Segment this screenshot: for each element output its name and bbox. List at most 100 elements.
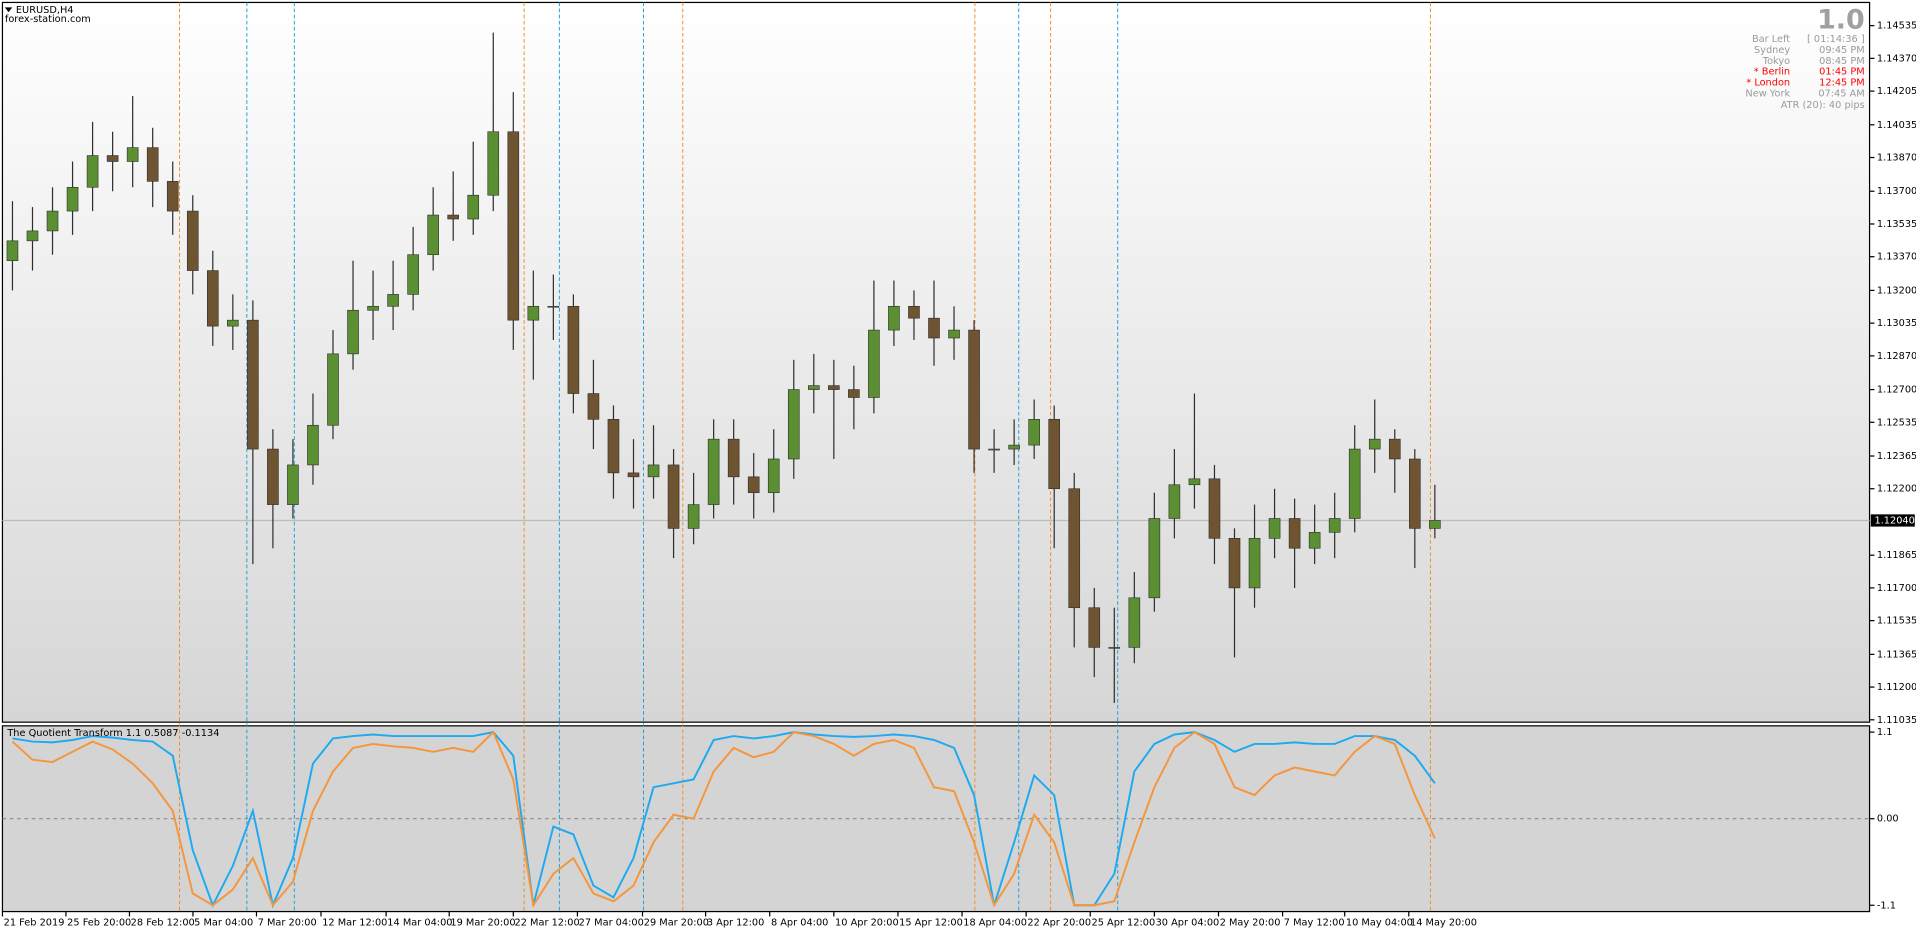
y-tick-label: 1.13370 bbox=[1877, 252, 1916, 263]
candle-body bbox=[1328, 518, 1341, 533]
candle-body bbox=[527, 305, 540, 321]
candle-body bbox=[86, 155, 99, 188]
panel-label: Sydney bbox=[1754, 45, 1790, 56]
panel-value: 08:45 PM bbox=[1819, 56, 1865, 67]
candle-body bbox=[387, 294, 399, 307]
candle-body bbox=[787, 389, 800, 460]
x-tick-label: 29 Mar 20:00 bbox=[644, 918, 709, 929]
x-tick-label: 7 Mar 20:00 bbox=[258, 918, 317, 929]
candle-body bbox=[547, 305, 560, 308]
candle-body bbox=[1308, 532, 1321, 549]
candle-body bbox=[627, 472, 640, 478]
candle-body bbox=[1128, 597, 1141, 648]
candle-body bbox=[1148, 518, 1161, 599]
candle-body bbox=[607, 419, 620, 474]
candle-body bbox=[988, 448, 1000, 451]
candle-body bbox=[6, 240, 19, 261]
y-tick-label: 1.13200 bbox=[1877, 285, 1916, 296]
current-price-box bbox=[1870, 514, 1915, 527]
x-tick-label: 14 Mar 04:00 bbox=[387, 918, 452, 929]
y-tick-label: 1.11535 bbox=[1877, 616, 1916, 627]
y-tick-label: 1.12700 bbox=[1877, 385, 1916, 396]
candle-body bbox=[767, 458, 780, 494]
y-tick-label: 1.11700 bbox=[1877, 583, 1916, 594]
candle-body bbox=[227, 319, 239, 327]
source-label: forex-station.com bbox=[5, 14, 91, 25]
candle-body bbox=[1348, 448, 1361, 519]
panel-value: 01:45 PM bbox=[1819, 67, 1865, 78]
y-tick-label: 1.12200 bbox=[1877, 484, 1916, 495]
y-tick-label: 1.12535 bbox=[1877, 417, 1916, 428]
panel-label: New York bbox=[1745, 88, 1790, 99]
x-tick-label: 14 May 20:00 bbox=[1410, 918, 1477, 929]
panel-label: Tokyo bbox=[1762, 56, 1790, 67]
menu-arrow[interactable] bbox=[4, 7, 13, 13]
x-tick-label: 22 Apr 20:00 bbox=[1027, 918, 1091, 929]
candle-body bbox=[487, 131, 500, 196]
panel-value: [ 01:14:36 ] bbox=[1807, 34, 1865, 45]
x-tick-label: 18 Apr 04:00 bbox=[963, 918, 1027, 929]
candle-body bbox=[206, 270, 219, 327]
candle-body bbox=[948, 329, 960, 339]
candle-body bbox=[1409, 458, 1421, 529]
candle-body bbox=[1028, 419, 1040, 446]
candle-body bbox=[1368, 438, 1381, 450]
candle-body bbox=[567, 305, 580, 394]
y-tick-label: 1.14370 bbox=[1877, 53, 1916, 64]
y-tick-label: 1.14535 bbox=[1877, 21, 1916, 32]
x-tick-label: 27 Mar 04:00 bbox=[579, 918, 644, 929]
y-tick-label: 1.13035 bbox=[1877, 318, 1916, 329]
x-tick-label: 7 May 12:00 bbox=[1284, 918, 1345, 929]
candle-body bbox=[1008, 444, 1020, 450]
indicator-title: The Quotient Transform 1.1 0.5087 -0.113… bbox=[6, 728, 219, 739]
candle-body bbox=[427, 214, 439, 256]
panel-value: 07:45 AM bbox=[1818, 88, 1864, 99]
candle-body bbox=[1288, 518, 1301, 549]
y-tick-label: 1.14205 bbox=[1877, 86, 1916, 97]
panel-value: 12:45 PM bbox=[1819, 78, 1865, 89]
x-tick-label: 25 Apr 12:00 bbox=[1091, 918, 1155, 929]
candle-body bbox=[667, 464, 680, 529]
candle-body bbox=[968, 329, 980, 450]
candle-body bbox=[687, 504, 700, 529]
y-tick-label: 1.12870 bbox=[1877, 351, 1916, 362]
candle-body bbox=[407, 254, 419, 295]
candle-body bbox=[647, 464, 660, 478]
x-tick-label: 10 May 04:00 bbox=[1346, 918, 1413, 929]
panel-footer: ATR (20): 40 pips bbox=[1781, 100, 1865, 111]
x-tick-label: 3 Apr 12:00 bbox=[707, 918, 764, 929]
candle-body bbox=[868, 329, 880, 398]
x-tick-label: 30 Apr 04:00 bbox=[1156, 918, 1220, 929]
price-pane bbox=[1, 1, 1871, 723]
panel-value: 09:45 PM bbox=[1819, 45, 1865, 56]
x-tick-label: 5 Mar 04:00 bbox=[194, 918, 253, 929]
panel-label: Bar Left bbox=[1752, 34, 1790, 45]
y-tick-label: 1.13535 bbox=[1877, 219, 1916, 230]
candle-body bbox=[66, 186, 79, 212]
x-tick-label: 10 Apr 20:00 bbox=[835, 918, 899, 929]
candle-body bbox=[507, 131, 520, 321]
candle-body bbox=[908, 305, 920, 319]
candle-body bbox=[587, 393, 600, 420]
candle-body bbox=[26, 230, 39, 242]
candle-body bbox=[888, 305, 900, 331]
candle-body bbox=[106, 155, 119, 162]
candle-body bbox=[747, 476, 760, 494]
candle-body bbox=[1208, 478, 1221, 539]
y-tick-label: 1.12365 bbox=[1877, 451, 1916, 462]
x-tick-label: 12 Mar 12:00 bbox=[322, 918, 387, 929]
panel-version: 1.0 bbox=[1817, 4, 1865, 35]
indicator-line bbox=[11, 730, 1436, 908]
x-tick-label: 21 Feb 2019 bbox=[4, 918, 65, 929]
x-tick-label: 15 Apr 12:00 bbox=[899, 918, 963, 929]
y-tick-label: 1.1 bbox=[1877, 727, 1893, 738]
candle-body bbox=[828, 385, 840, 390]
candle-body bbox=[307, 424, 319, 466]
candle-body bbox=[126, 147, 139, 162]
candle-body bbox=[146, 147, 159, 182]
x-tick-label: 19 Mar 20:00 bbox=[450, 918, 515, 929]
y-tick-label: 1.11035 bbox=[1877, 715, 1916, 726]
y-tick-label: 1.11365 bbox=[1877, 649, 1916, 660]
candle-body bbox=[848, 389, 860, 398]
